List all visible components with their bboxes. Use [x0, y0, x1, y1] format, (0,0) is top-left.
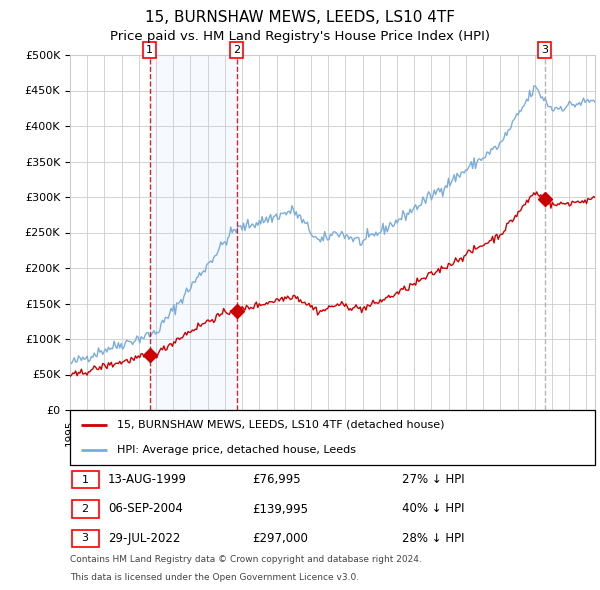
Text: 2: 2: [82, 504, 89, 514]
Text: 3: 3: [541, 45, 548, 55]
Text: £139,995: £139,995: [252, 503, 308, 516]
Text: Price paid vs. HM Land Registry's House Price Index (HPI): Price paid vs. HM Land Registry's House …: [110, 30, 490, 43]
Text: 15, BURNSHAW MEWS, LEEDS, LS10 4TF (detached house): 15, BURNSHAW MEWS, LEEDS, LS10 4TF (deta…: [117, 420, 445, 430]
Text: 1: 1: [146, 45, 153, 55]
Text: 28% ↓ HPI: 28% ↓ HPI: [402, 532, 464, 545]
Text: Contains HM Land Registry data © Crown copyright and database right 2024.: Contains HM Land Registry data © Crown c…: [70, 556, 422, 565]
Text: 06-SEP-2004: 06-SEP-2004: [108, 503, 183, 516]
Text: This data is licensed under the Open Government Licence v3.0.: This data is licensed under the Open Gov…: [70, 573, 359, 582]
Text: £297,000: £297,000: [252, 532, 308, 545]
Text: 15, BURNSHAW MEWS, LEEDS, LS10 4TF: 15, BURNSHAW MEWS, LEEDS, LS10 4TF: [145, 10, 455, 25]
Text: 2: 2: [233, 45, 240, 55]
Text: £76,995: £76,995: [252, 473, 301, 486]
Text: 3: 3: [82, 533, 89, 543]
Text: 13-AUG-1999: 13-AUG-1999: [108, 473, 187, 486]
Bar: [149, 55, 236, 410]
Text: HPI: Average price, detached house, Leeds: HPI: Average price, detached house, Leed…: [117, 445, 356, 455]
Text: 29-JUL-2022: 29-JUL-2022: [108, 532, 181, 545]
Text: 40% ↓ HPI: 40% ↓ HPI: [402, 503, 464, 516]
Text: 1: 1: [82, 475, 89, 484]
Text: 27% ↓ HPI: 27% ↓ HPI: [402, 473, 464, 486]
